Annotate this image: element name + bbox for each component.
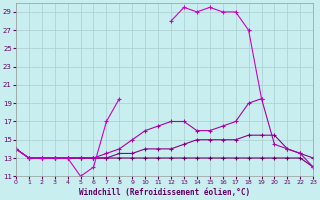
X-axis label: Windchill (Refroidissement éolien,°C): Windchill (Refroidissement éolien,°C) — [79, 188, 250, 197]
